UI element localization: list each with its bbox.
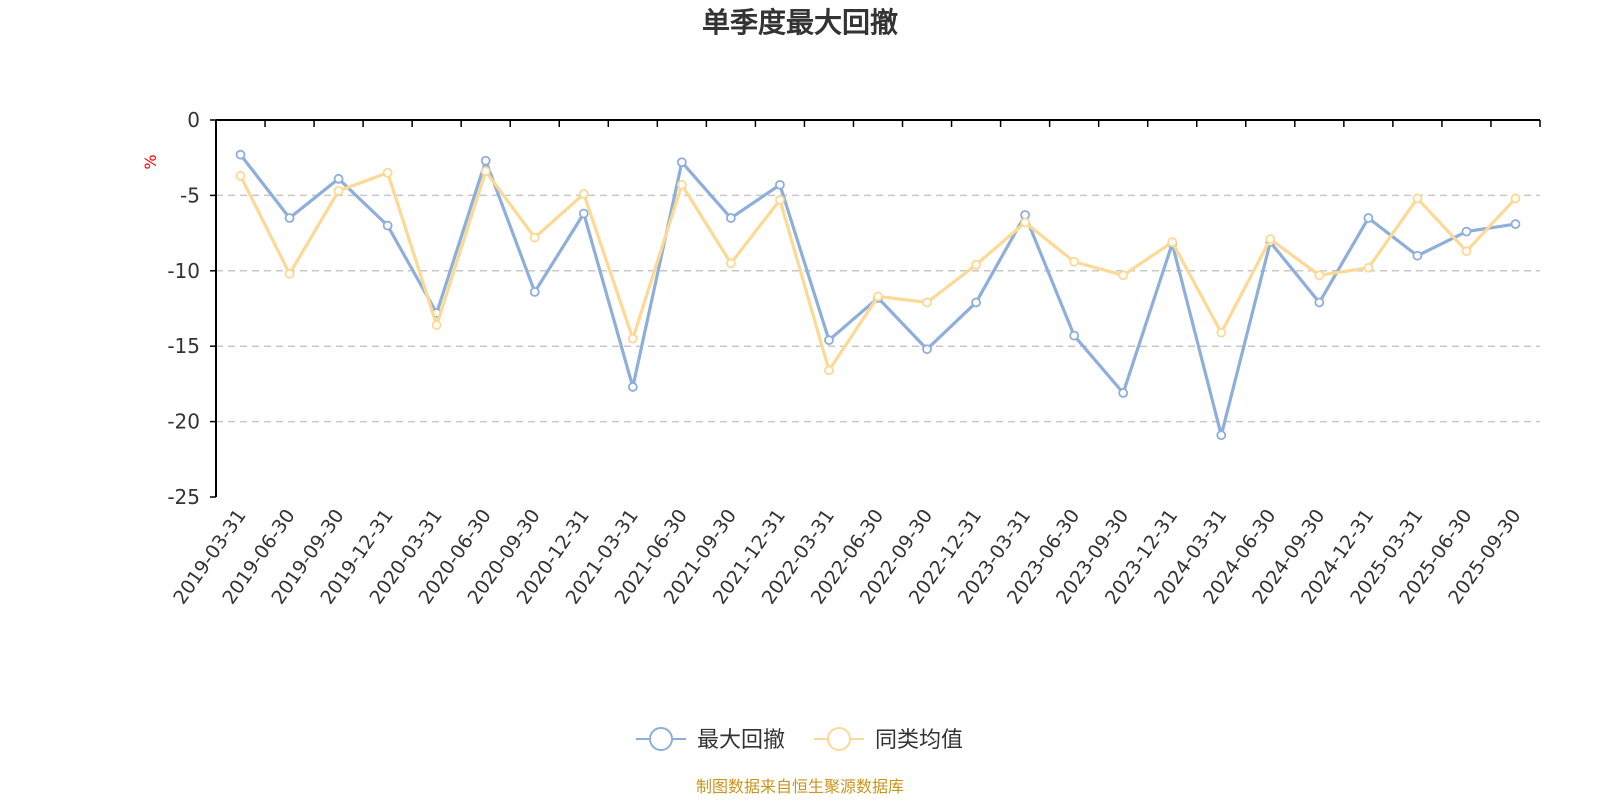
axes xyxy=(210,119,1541,498)
y-tick-labels: 0 -5 -10 -15 -20 -25 xyxy=(167,108,200,509)
data-point-peer-average[interactable] xyxy=(873,291,883,302)
y-tick-label: 0 xyxy=(187,108,200,132)
series xyxy=(235,149,1521,441)
data-point-peer-average[interactable] xyxy=(1118,270,1129,281)
y-tick-label: -5 xyxy=(180,183,200,207)
data-point-max-drawdown[interactable] xyxy=(971,297,981,308)
data-point-max-drawdown[interactable] xyxy=(1363,213,1374,223)
data-point-peer-average[interactable] xyxy=(1216,327,1227,338)
data-point-peer-average[interactable] xyxy=(431,320,442,330)
data-point-peer-average[interactable] xyxy=(1167,237,1178,248)
data-point-peer-average[interactable] xyxy=(1461,246,1472,257)
data-point-peer-average[interactable] xyxy=(1069,256,1080,267)
legend-marker-peer-average xyxy=(827,727,851,751)
data-point-peer-average[interactable] xyxy=(1412,193,1423,204)
y-tick-label: -20 xyxy=(167,410,200,434)
data-point-max-drawdown[interactable] xyxy=(1461,226,1472,237)
data-point-peer-average[interactable] xyxy=(676,179,687,190)
data-point-max-drawdown[interactable] xyxy=(676,157,687,168)
data-point-max-drawdown[interactable] xyxy=(529,287,540,297)
data-point-max-drawdown[interactable] xyxy=(1510,219,1521,229)
data-point-max-drawdown[interactable] xyxy=(922,344,932,355)
y-tick-label: -15 xyxy=(167,334,200,358)
data-point-max-drawdown[interactable] xyxy=(333,173,344,184)
data-point-peer-average[interactable] xyxy=(235,170,246,181)
legend-item-max-drawdown[interactable]: 最大回撤 xyxy=(636,727,785,753)
data-point-peer-average[interactable] xyxy=(627,333,638,344)
data-point-max-drawdown[interactable] xyxy=(775,179,785,190)
y-axis-unit: % xyxy=(141,154,160,169)
data-point-peer-average[interactable] xyxy=(480,166,491,177)
series-peer-average xyxy=(235,166,1521,376)
data-point-peer-average[interactable] xyxy=(333,185,344,196)
data-point-peer-average[interactable] xyxy=(725,258,736,269)
data-point-peer-average[interactable] xyxy=(775,195,785,205)
data-point-max-drawdown[interactable] xyxy=(1412,250,1423,261)
data-point-peer-average[interactable] xyxy=(971,259,981,270)
data-point-max-drawdown[interactable] xyxy=(382,220,393,231)
x-tick-labels: 2019-03-312019-06-302019-09-302019-12-31… xyxy=(169,505,1525,608)
y-tick-label: -25 xyxy=(167,485,200,509)
data-point-peer-average[interactable] xyxy=(529,232,540,243)
legend-label-max-drawdown: 最大回撤 xyxy=(697,728,785,753)
source-note: 制图数据来自恒生聚源数据库 xyxy=(696,777,904,796)
data-point-peer-average[interactable] xyxy=(1314,270,1325,281)
data-point-max-drawdown[interactable] xyxy=(824,335,834,346)
data-point-max-drawdown[interactable] xyxy=(1314,297,1325,308)
y-tick-label: -10 xyxy=(167,259,200,283)
data-point-peer-average[interactable] xyxy=(1265,234,1276,245)
data-point-peer-average[interactable] xyxy=(1020,217,1031,228)
legend-item-peer-average[interactable]: 同类均值 xyxy=(814,727,963,753)
data-point-max-drawdown[interactable] xyxy=(578,208,589,219)
data-point-peer-average[interactable] xyxy=(1510,193,1521,204)
legend-label-peer-average: 同类均值 xyxy=(875,728,963,753)
data-point-peer-average[interactable] xyxy=(922,297,932,308)
legend: 最大回撤 同类均值 xyxy=(636,727,963,753)
data-point-peer-average[interactable] xyxy=(382,167,393,178)
data-point-max-drawdown[interactable] xyxy=(1118,388,1129,398)
data-point-max-drawdown[interactable] xyxy=(627,382,638,392)
data-point-max-drawdown[interactable] xyxy=(480,155,491,166)
data-point-peer-average[interactable] xyxy=(824,365,834,376)
data-point-max-drawdown[interactable] xyxy=(284,213,295,223)
data-point-max-drawdown[interactable] xyxy=(235,149,246,160)
data-point-max-drawdown[interactable] xyxy=(725,213,736,223)
legend-marker-max-drawdown xyxy=(649,727,673,751)
data-point-peer-average[interactable] xyxy=(1363,262,1374,273)
chart-title: 单季度最大回撤 xyxy=(702,6,898,39)
data-point-max-drawdown[interactable] xyxy=(1069,330,1080,341)
data-point-max-drawdown[interactable] xyxy=(1216,430,1227,441)
grid-lines xyxy=(216,194,1540,423)
data-point-peer-average[interactable] xyxy=(578,188,589,199)
data-point-peer-average[interactable] xyxy=(284,268,295,279)
